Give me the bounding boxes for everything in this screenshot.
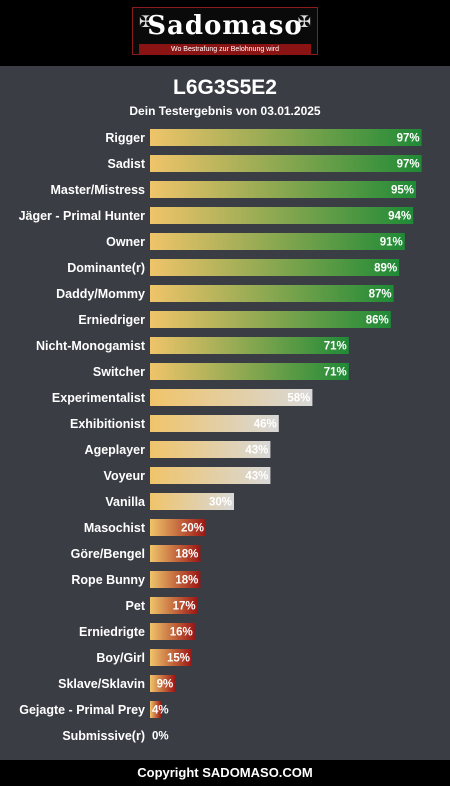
result-bar bbox=[150, 467, 271, 484]
category-label: Gejagte - Primal Prey bbox=[19, 703, 145, 717]
result-bar bbox=[150, 597, 198, 614]
category-label: Boy/Girl bbox=[96, 651, 145, 665]
category-label: Submissive(r) bbox=[62, 729, 145, 743]
category-label: Pet bbox=[126, 599, 146, 613]
result-bar bbox=[150, 311, 391, 328]
result-bar bbox=[150, 571, 201, 588]
category-label: Vanilla bbox=[105, 495, 146, 509]
category-label: Exhibitionist bbox=[70, 417, 146, 431]
category-label: Ageplayer bbox=[85, 443, 146, 457]
category-label: Sadist bbox=[107, 157, 145, 171]
value-label: 4% bbox=[152, 705, 169, 717]
value-label: 86% bbox=[366, 315, 389, 327]
value-label: 71% bbox=[324, 367, 347, 379]
logo-title: Sadomaso bbox=[147, 11, 303, 41]
value-label: 89% bbox=[374, 263, 397, 275]
value-label: 46% bbox=[254, 419, 277, 431]
site-header: ✠ ✠ Sadomaso Wo Bestrafung zur Belohnung… bbox=[0, 0, 450, 66]
result-bar bbox=[150, 259, 400, 276]
value-label: 71% bbox=[324, 341, 347, 353]
value-label: 95% bbox=[391, 185, 414, 197]
value-label: 58% bbox=[287, 393, 310, 405]
value-label: 0% bbox=[152, 731, 169, 743]
value-label: 9% bbox=[157, 679, 174, 691]
value-label: 18% bbox=[175, 549, 198, 561]
value-label: 17% bbox=[173, 601, 196, 613]
category-label: Owner bbox=[106, 235, 145, 249]
value-label: 97% bbox=[397, 133, 420, 145]
result-bar bbox=[150, 701, 162, 718]
ornament-right-icon: ✠ bbox=[297, 14, 311, 31]
category-label: Experimentalist bbox=[52, 391, 146, 405]
result-bar bbox=[150, 285, 394, 302]
logo-tagline: Wo Bestrafung zur Belohnung wird bbox=[139, 44, 311, 55]
category-label: Sklave/Sklavin bbox=[58, 677, 145, 691]
category-label: Nicht-Monogamist bbox=[36, 339, 146, 353]
value-label: 97% bbox=[397, 159, 420, 171]
value-label: 87% bbox=[369, 289, 392, 301]
result-bar bbox=[150, 649, 192, 666]
result-bar bbox=[150, 545, 201, 562]
value-label: 18% bbox=[175, 575, 198, 587]
ornament-left-icon: ✠ bbox=[139, 14, 153, 31]
result-bar bbox=[150, 675, 176, 692]
value-label: 15% bbox=[167, 653, 190, 665]
value-label: 43% bbox=[245, 471, 268, 483]
category-label: Erniedrigte bbox=[79, 625, 145, 639]
category-label: Rigger bbox=[105, 131, 145, 145]
site-logo[interactable]: ✠ ✠ Sadomaso Wo Bestrafung zur Belohnung… bbox=[132, 7, 318, 55]
value-label: 91% bbox=[380, 237, 403, 249]
category-label: Daddy/Mommy bbox=[56, 287, 145, 301]
category-label: Master/Mistress bbox=[51, 183, 146, 197]
result-bar bbox=[150, 181, 416, 198]
category-label: Voyeur bbox=[104, 469, 146, 483]
category-label: Dominante(r) bbox=[67, 261, 145, 275]
result-bar bbox=[150, 441, 271, 458]
value-label: 43% bbox=[245, 445, 268, 457]
result-bar bbox=[150, 233, 405, 250]
result-bar bbox=[150, 207, 414, 224]
result-bar bbox=[150, 415, 279, 432]
category-label: Erniedriger bbox=[78, 313, 145, 327]
category-label: Göre/Bengel bbox=[71, 547, 145, 561]
category-label: Rope Bunny bbox=[71, 573, 145, 587]
result-bar bbox=[150, 337, 349, 354]
result-bar bbox=[150, 623, 195, 640]
result-bar bbox=[150, 155, 422, 172]
result-subtitle: Dein Testergebnis von 03.01.2025 bbox=[129, 104, 321, 118]
result-bar bbox=[150, 363, 349, 380]
category-label: Masochist bbox=[84, 521, 146, 535]
result-bar bbox=[150, 129, 422, 146]
value-label: 94% bbox=[388, 211, 411, 223]
value-label: 16% bbox=[170, 627, 193, 639]
category-label: Switcher bbox=[93, 365, 145, 379]
result-bar bbox=[150, 389, 313, 406]
result-bar bbox=[150, 519, 206, 536]
result-title: L6G3S5E2 bbox=[173, 76, 277, 99]
copyright-footer: Copyright SADOMASO.COM bbox=[0, 760, 450, 786]
value-label: 20% bbox=[181, 523, 204, 535]
result-bar bbox=[150, 493, 234, 510]
category-label: Jäger - Primal Hunter bbox=[19, 209, 146, 223]
value-label: 30% bbox=[209, 497, 232, 509]
